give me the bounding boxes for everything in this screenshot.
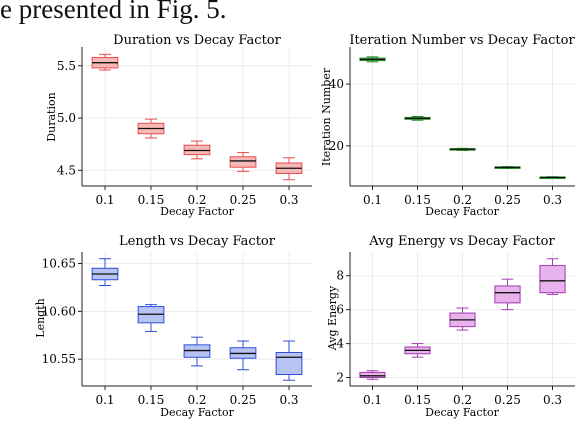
x-tick-label: 0.2: [187, 393, 206, 407]
y-tick-label: 5.0: [57, 111, 76, 125]
y-tick-label: 2: [336, 371, 344, 385]
y-tick-label: 20: [329, 139, 344, 153]
chart-panel-3: 10.55 10.60 10.65 0.1 0.15 0.2 0.25 0.3 Length v…: [34, 234, 312, 419]
chart-panel-2: 20 40 0.1 0.15 0.2 0.25 0.3 Iteration Number vs…: [320, 33, 575, 218]
y-tick-label: 4.5: [57, 163, 76, 177]
box-0.2: [183, 336, 211, 367]
box-0.3: [275, 157, 303, 181]
x-tick-label: 0.1: [95, 193, 114, 207]
box-0.2: [183, 140, 211, 160]
chart-title: Duration vs Decay Factor: [113, 33, 281, 48]
box-iqr: [275, 352, 303, 376]
box-0.15: [137, 304, 165, 332]
x-tick-label: 0.3: [543, 193, 562, 207]
chart-title: Iteration Number vs Decay Factor: [349, 33, 575, 48]
box-0.15: [137, 118, 165, 139]
box-iqr: [229, 156, 257, 168]
box-0.3: [539, 176, 566, 180]
box-iqr: [494, 285, 521, 304]
box-0.1: [91, 53, 119, 71]
x-tick-label: 0.3: [279, 393, 298, 407]
caption-text: e presented in Fig. 5.: [0, 0, 227, 24]
chart-panel-1: 4.5 5.0 5.5 0.1 0.15 0.2 0.25 0.3 Duration vs De…: [45, 33, 312, 218]
box-0.3: [539, 258, 566, 295]
x-tick-label: 0.15: [404, 393, 431, 407]
x-axis-label: Decay Factor: [425, 205, 499, 218]
y-axis-label: Length: [34, 298, 47, 337]
y-tick-label: 8: [336, 269, 344, 283]
x-tick-label: 0.2: [453, 393, 472, 407]
box-0.1: [91, 258, 119, 286]
y-tick-label: 40: [329, 77, 344, 91]
y-tick-label: 4: [336, 337, 344, 351]
box-iqr: [359, 371, 386, 379]
box-0.25: [494, 166, 521, 169]
x-tick-label: 0.2: [453, 193, 472, 207]
box-0.15: [404, 343, 431, 358]
y-axis-label: Avg Energy: [326, 285, 339, 351]
x-tick-label: 0.25: [230, 193, 257, 207]
y-tick-label: 10.55: [42, 352, 76, 366]
x-tick-label: 0.1: [95, 393, 114, 407]
box-0.2: [449, 307, 476, 331]
box-0.1: [359, 56, 386, 63]
x-tick-label: 0.15: [138, 393, 165, 407]
y-tick-label: 5.5: [57, 59, 76, 73]
box-0.2: [449, 147, 476, 151]
x-tick-label: 0.3: [279, 193, 298, 207]
box-0.25: [494, 278, 521, 311]
x-axis-label: Decay Factor: [425, 406, 499, 419]
box-0.1: [359, 370, 386, 380]
x-tick-label: 0.1: [363, 193, 382, 207]
x-tick-label: 0.2: [187, 193, 206, 207]
box-0.25: [229, 152, 257, 172]
y-axis-label: Iteration Number: [320, 67, 333, 166]
x-tick-label: 0.3: [543, 393, 562, 407]
x-tick-label: 0.1: [363, 393, 382, 407]
x-axis-label: Decay Factor: [160, 205, 234, 218]
x-tick-label: 0.25: [230, 393, 257, 407]
box-0.25: [229, 340, 257, 371]
x-tick-label: 0.15: [138, 193, 165, 207]
y-tick-label: 10.65: [42, 256, 76, 270]
box-iqr: [539, 265, 566, 294]
y-axis-label: Duration: [45, 92, 58, 141]
x-tick-label: 0.25: [494, 393, 521, 407]
x-tick-label: 0.15: [404, 193, 431, 207]
chart-panel-4: 2 4 6 8 0.1 0.15 0.2 0.25 0.3 Avg Energy vs Decay…: [326, 234, 575, 419]
box-0.15: [404, 116, 431, 121]
box-0.3: [275, 340, 303, 381]
chart-title: Avg Energy vs Decay Factor: [368, 234, 555, 249]
y-tick-label: 6: [336, 303, 344, 317]
x-tick-label: 0.25: [494, 193, 521, 207]
chart-title: Length vs Decay Factor: [119, 234, 276, 249]
y-tick-label: 10.60: [42, 304, 76, 318]
x-axis-label: Decay Factor: [160, 406, 234, 419]
